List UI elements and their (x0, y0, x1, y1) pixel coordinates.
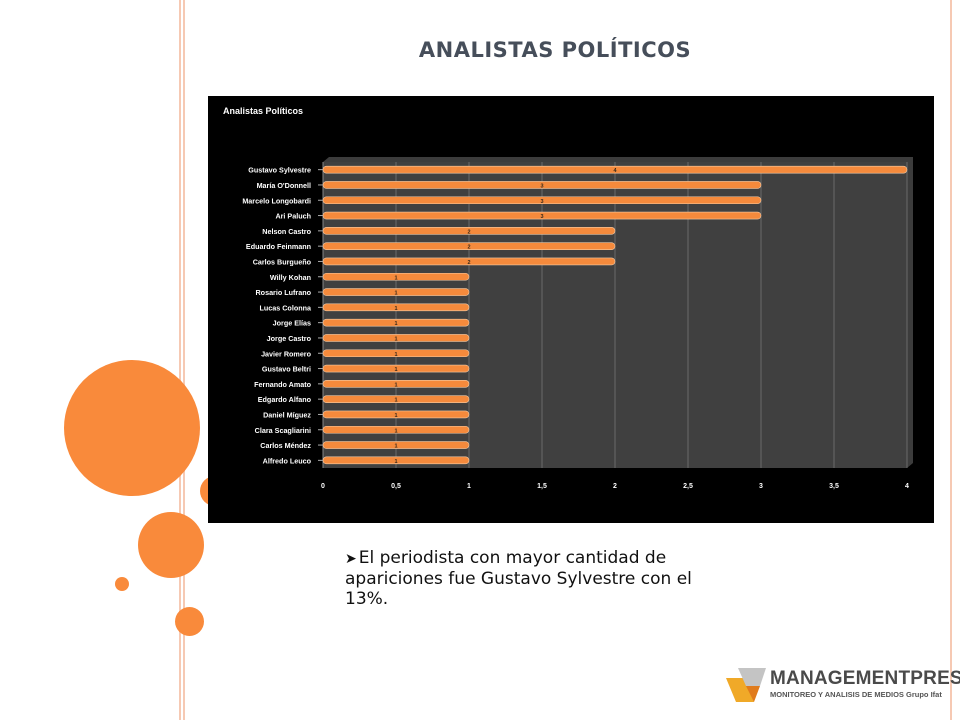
y-category-label: Marcelo Longobardi (242, 196, 311, 205)
y-category-label: Jorge Elías (273, 319, 311, 328)
x-tick-label: 1 (467, 483, 471, 490)
data-label: 1 (394, 459, 397, 465)
y-category-label: Carlos Burgueño (253, 257, 312, 266)
y-category-label: Fernando Amato (254, 380, 311, 389)
right-edge-line (950, 0, 952, 720)
y-category-label: Jorge Castro (267, 334, 312, 343)
y-category-label: María O'Donnell (257, 181, 311, 190)
data-label: 1 (394, 275, 397, 281)
x-tick-label: 3 (759, 483, 763, 490)
chart-title: Analistas Políticos (223, 106, 303, 116)
data-label: 1 (394, 444, 397, 450)
bar-chart: Analistas Políticos 0 0,5 1 1,5 2 2,5 3 3,5 4 Gus… (223, 106, 913, 490)
y-category-label: Clara Scagliarini (255, 426, 311, 435)
y-category-label: Edgardo Alfano (258, 395, 312, 404)
decor-circle-small (175, 607, 204, 636)
decor-circle-large (64, 360, 200, 496)
data-label: 1 (394, 336, 397, 342)
data-label: 2 (467, 229, 470, 235)
y-category-label: Willy Kohan (270, 273, 311, 282)
x-tick-label: 2,5 (683, 483, 693, 490)
y-category-label: Gustavo Sylvestre (248, 166, 311, 175)
y-category-label: Gustavo Beltri (262, 365, 311, 374)
left-divider-line (179, 0, 181, 720)
decor-circle-medium (138, 512, 204, 578)
y-category-label: Lucas Colonna (259, 303, 312, 312)
data-label: 3 (540, 199, 543, 205)
y-category-label: Eduardo Feinmann (246, 242, 311, 251)
data-label: 3 (540, 214, 543, 220)
logo: MANAGEMENTPRESS MONITOREO Y ANALISIS DE … (724, 662, 960, 718)
data-label: 1 (394, 382, 397, 388)
data-label: 1 (394, 413, 397, 419)
y-category-label: Carlos Méndez (260, 441, 311, 450)
x-tick-label: 4 (905, 483, 909, 490)
logo-wordmark: MANAGEMENTPRESS (770, 668, 960, 689)
data-label: 2 (467, 245, 470, 251)
y-category-label: Daniel Míguez (263, 410, 311, 419)
x-tick-label: 0 (321, 483, 325, 490)
bullet-point: ➤ El periodista con mayor cantidad de apa… (345, 548, 717, 609)
data-label: 1 (394, 367, 397, 373)
x-tick-label: 2 (613, 483, 617, 490)
x-tick-label: 1,5 (537, 483, 547, 490)
chart-panel: Analistas Políticos 0 0,5 1 1,5 2 2,5 3 3,5 4 Gus… (208, 96, 934, 523)
y-category-label: Rosario Lufrano (255, 288, 311, 297)
data-label: 1 (394, 306, 397, 312)
data-label: 1 (394, 321, 397, 327)
left-divider-line-2 (183, 0, 185, 720)
decor-circle-dot (115, 577, 129, 591)
managementpress-logo-icon (726, 668, 766, 702)
data-label: 1 (394, 428, 397, 434)
data-label: 1 (394, 352, 397, 358)
bullet-text: El periodista con mayor cantidad de apar… (345, 548, 692, 609)
data-label: 2 (467, 260, 470, 266)
data-label: 3 (540, 183, 543, 189)
y-category-label: Ari Paluch (275, 212, 311, 221)
x-tick-label: 0,5 (391, 483, 401, 490)
data-label: 1 (394, 291, 397, 297)
y-category-label: Javier Romero (261, 349, 312, 358)
bullet-arrow-icon: ➤ (345, 551, 357, 567)
y-category-label: Nelson Castro (262, 227, 311, 236)
data-label: 1 (394, 398, 397, 404)
logo-tagline: MONITOREO Y ANALISIS DE MEDIOS Grupo Ifa… (770, 690, 942, 699)
x-tick-label: 3,5 (829, 483, 839, 490)
data-label: 4 (613, 168, 617, 174)
y-category-label: Alfredo Leuco (263, 456, 312, 465)
slide-title: ANALISTAS POLÍTICOS (418, 38, 692, 62)
